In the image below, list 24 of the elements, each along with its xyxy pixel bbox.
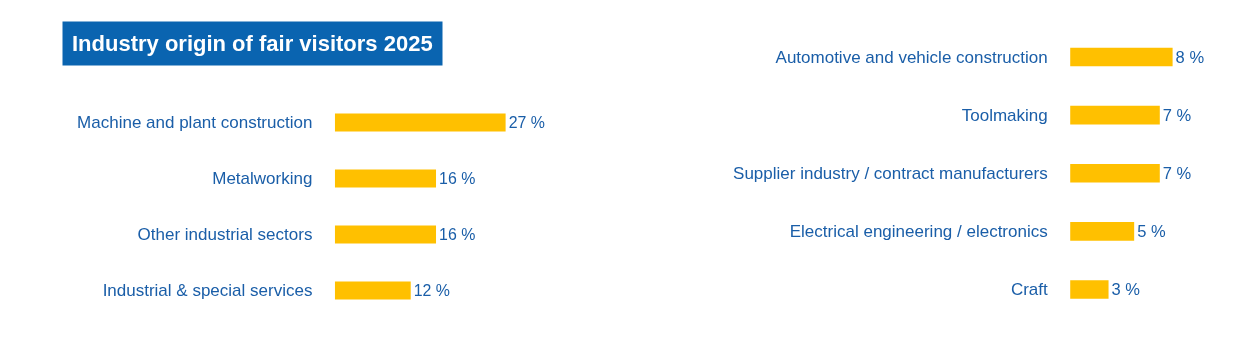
data-label: 16 % [439, 226, 476, 244]
y-tick-label: Supplier industry / contract manufacturers [733, 164, 1048, 184]
data-label: 7 % [1162, 164, 1192, 184]
data-label: 12 % [413, 282, 451, 300]
data-label: 16 % [439, 170, 476, 188]
y-tick-label: Machine and plant construction [77, 113, 313, 133]
y-tick-label: Electrical engineering / electronics [789, 222, 1048, 242]
data-label: 7 % [1162, 106, 1192, 126]
y-tick-label: Automotive and vehicle construction [775, 48, 1048, 67]
bar [1070, 105, 1160, 125]
chart-title: Industry origin of fair visitors 2025 [72, 31, 433, 56]
y-tick-label: Other industrial sectors [137, 225, 313, 245]
bar [1070, 163, 1160, 183]
data-label: 27 % [508, 114, 545, 132]
data-label: 5 % [1137, 222, 1166, 242]
y-tick-label: Metalworking [212, 169, 313, 189]
y-tick-label: Industrial & special services [102, 281, 313, 301]
data-label: 8 % [1175, 47, 1205, 67]
bar [1070, 222, 1135, 241]
y-tick-label: Craft [1010, 280, 1048, 300]
y-tick-label: Toolmaking [961, 106, 1048, 126]
bar [1070, 280, 1109, 299]
data-label: 3 % [1111, 280, 1141, 300]
bar [1070, 47, 1173, 67]
